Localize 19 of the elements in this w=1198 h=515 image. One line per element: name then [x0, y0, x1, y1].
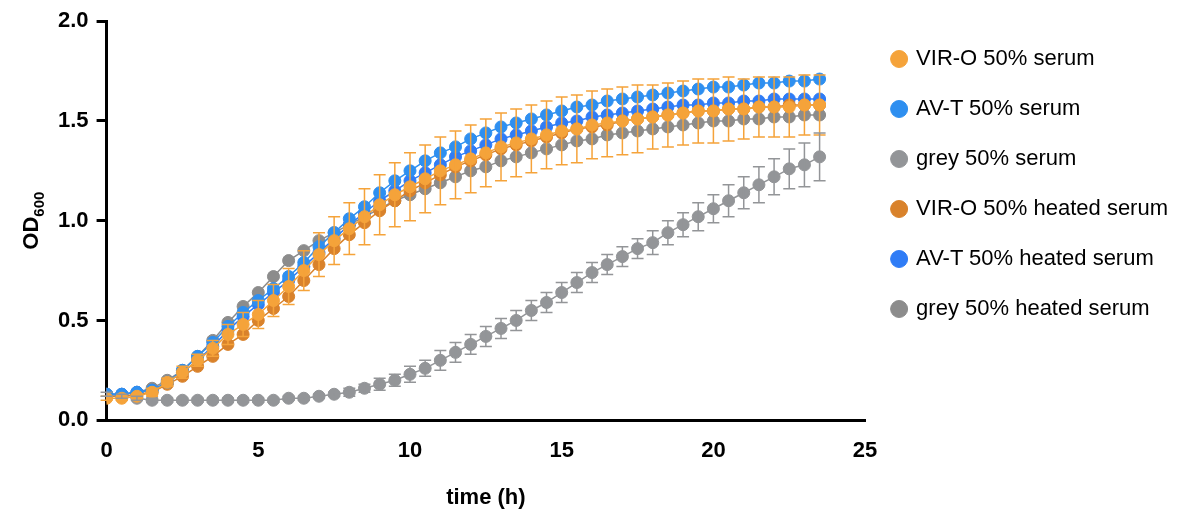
x-tick-label: 20 — [701, 437, 726, 463]
y-tick-label: 2.0 — [57, 7, 89, 33]
legend-label: grey 50% serum — [916, 145, 1077, 171]
x-tick-label: 0 — [100, 437, 113, 463]
x-tick-label: 10 — [397, 437, 423, 463]
x-tick-label: 5 — [252, 437, 265, 463]
legend-label: AV-T 50% heated serum — [916, 245, 1154, 271]
x-axis-title: time (h) — [446, 483, 526, 509]
y-tick-label: 0.5 — [57, 306, 89, 332]
legend-label: AV-T 50% serum — [916, 95, 1081, 121]
y-tick-label: 1.0 — [57, 206, 89, 232]
y-tick-label: 1.5 — [57, 107, 89, 133]
x-tick-label: 15 — [549, 437, 574, 463]
y-tick-label: 0.0 — [57, 406, 89, 432]
legend-label: VIR-O 50% serum — [916, 45, 1095, 71]
y-axis-title: OD600 — [18, 191, 47, 250]
legend-label: VIR-O 50% heated serum — [916, 195, 1169, 221]
x-tick-label: 25 — [852, 437, 878, 463]
legend-label: grey 50% heated serum — [916, 295, 1150, 321]
